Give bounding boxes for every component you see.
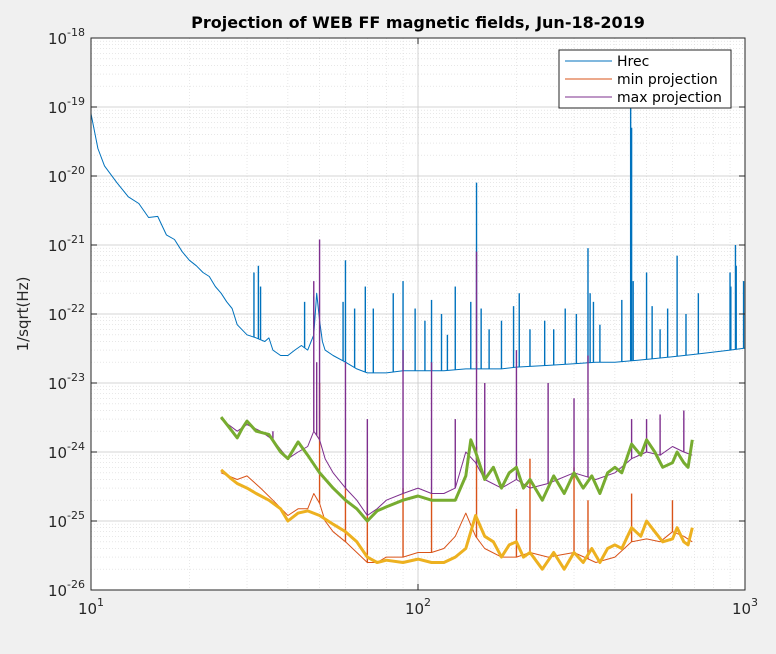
chart-title: Projection of WEB FF magnetic fields, Ju…	[191, 13, 645, 32]
y-tick-label-exponent: -23	[67, 371, 85, 384]
y-tick-label: 10-23	[48, 371, 85, 393]
y-tick-label-exponent: -25	[67, 509, 85, 522]
y-tick-label-exponent: -26	[67, 578, 85, 591]
x-tick-label: 101	[78, 596, 104, 618]
y-tick-label: 10-25	[48, 509, 85, 531]
x-tick-label-exponent: 3	[751, 596, 758, 609]
x-tick-label-exponent: 1	[97, 596, 104, 609]
y-axis-label: 1/sqrt(Hz)	[14, 277, 32, 352]
y-tick-label-base: 10	[48, 30, 67, 48]
x-tick-label: 103	[732, 596, 758, 618]
series-min-projection-line	[220, 472, 693, 563]
y-tick-label-base: 10	[48, 444, 67, 462]
series-trend-4-line	[220, 468, 694, 571]
x-tick-label-base: 10	[78, 600, 97, 618]
y-tick-label: 10-21	[48, 233, 85, 255]
y-tick-label-base: 10	[48, 375, 67, 393]
y-tick-label-base: 10	[48, 582, 67, 600]
y-tick-label-exponent: -18	[67, 26, 85, 39]
y-tick-label-base: 10	[48, 168, 67, 186]
y-tick-label-base: 10	[48, 306, 67, 324]
y-tick-label: 10-24	[48, 440, 85, 462]
legend: Hrec min projection max projection	[558, 49, 732, 109]
y-tick-label-base: 10	[48, 237, 67, 255]
series-max-projection-line	[220, 418, 693, 516]
tick-marks	[90, 37, 746, 591]
x-tick-labels: 101 102 103	[78, 596, 758, 618]
y-tick-label: 10-26	[48, 578, 85, 600]
y-tick-label: 10-19	[48, 95, 85, 117]
y-tick-labels: 10-1810-1910-2010-2110-2210-2310-2410-25…	[48, 26, 85, 600]
legend-label-hrec: Hrec	[617, 54, 649, 70]
x-tick-label-base: 10	[732, 600, 751, 618]
y-tick-label-exponent: -21	[67, 233, 85, 246]
y-tick-label-base: 10	[48, 513, 67, 531]
y-tick-label-exponent: -24	[67, 440, 85, 453]
legend-label-max-projection: max projection	[617, 90, 722, 106]
y-tick-label: 10-18	[48, 26, 85, 48]
y-tick-label: 10-22	[48, 302, 85, 324]
y-tick-label-base: 10	[48, 99, 67, 117]
x-tick-label: 102	[405, 596, 431, 618]
series-trend-3-line	[219, 416, 694, 523]
series-hrec-line	[91, 113, 745, 374]
y-tick-label-exponent: -20	[67, 164, 85, 177]
y-tick-label-exponent: -19	[67, 95, 85, 108]
series-layer	[91, 107, 745, 571]
y-tick-label-exponent: -22	[67, 302, 85, 315]
y-tick-label: 10-20	[48, 164, 85, 186]
x-tick-label-base: 10	[405, 600, 424, 618]
x-tick-label-exponent: 2	[424, 596, 431, 609]
legend-label-min-projection: min projection	[617, 72, 718, 88]
